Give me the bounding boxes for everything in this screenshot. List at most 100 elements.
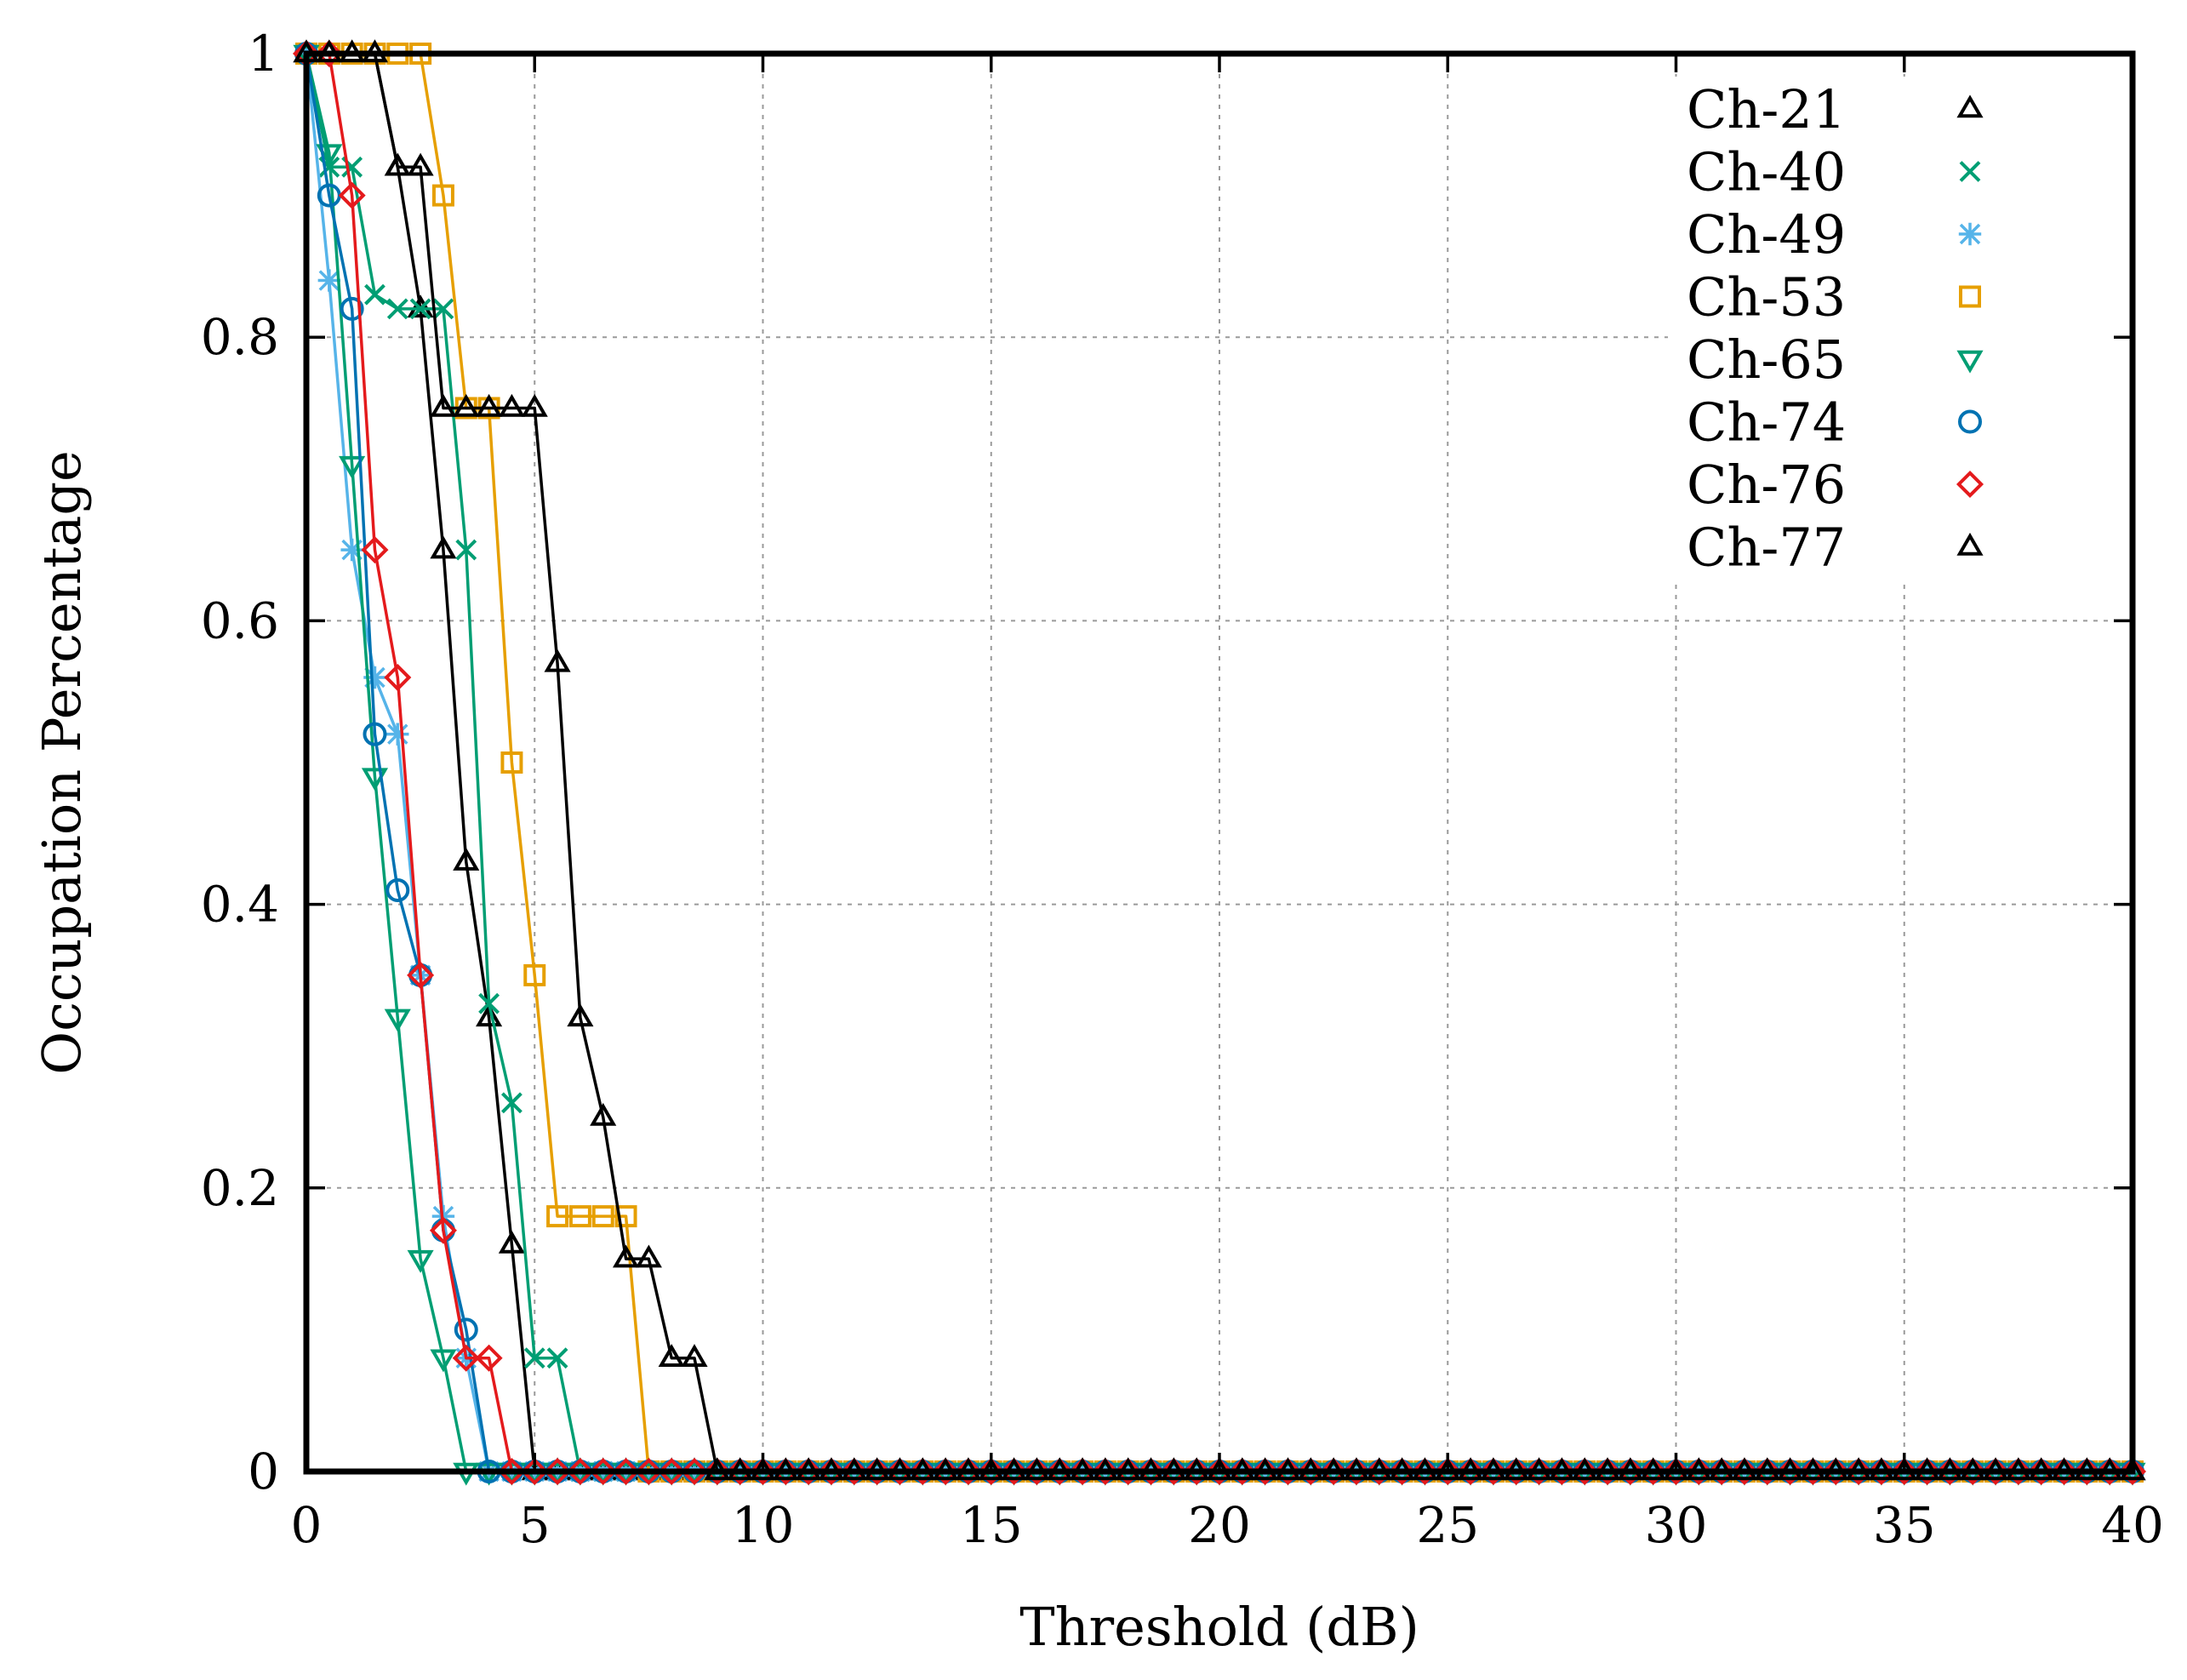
data-point	[1593, 1457, 1622, 1486]
legend-label: Ch-77	[1687, 517, 1846, 579]
data-point	[591, 1205, 614, 1228]
data-point	[1274, 1457, 1302, 1486]
data-point	[384, 1009, 411, 1032]
data-point	[612, 1457, 640, 1486]
data-point	[726, 1457, 754, 1486]
x-tick-label: 5	[519, 1496, 551, 1554]
data-point	[1959, 1457, 1987, 1486]
legend-background	[1668, 77, 2127, 579]
y-tick-label: 0.4	[201, 876, 279, 934]
data-point	[317, 269, 341, 292]
data-point	[1000, 1457, 1028, 1486]
data-point	[1867, 1457, 1895, 1486]
legend-item-ch-77: Ch-77	[1687, 517, 1984, 579]
data-point	[1571, 1457, 1599, 1486]
x-tick-label: 25	[1416, 1496, 1479, 1554]
data-point	[498, 393, 525, 417]
legend-marker	[1956, 532, 1984, 556]
data-point	[340, 296, 364, 321]
x-tick-label: 35	[1873, 1496, 1936, 1554]
data-point	[635, 1457, 663, 1486]
data-point	[886, 1457, 914, 1486]
x-axis-title: Threshold (dB)	[1019, 1596, 1419, 1658]
data-point	[409, 298, 431, 320]
legend-label: Ch-76	[1687, 454, 1846, 516]
data-point	[1708, 1457, 1736, 1486]
data-point	[384, 664, 412, 692]
data-point	[1251, 1457, 1279, 1486]
data-point	[658, 1344, 685, 1367]
data-point	[1616, 1457, 1644, 1486]
data-point	[1091, 1457, 1119, 1486]
data-point	[407, 961, 435, 989]
data-point	[500, 751, 523, 774]
x-tick-label: 40	[2101, 1496, 2164, 1554]
legend-item-ch-49: Ch-49	[1687, 203, 1982, 266]
data-point	[2118, 1457, 2147, 1486]
data-point	[612, 1244, 640, 1268]
data-point	[658, 1457, 686, 1486]
data-point	[589, 1457, 617, 1486]
data-point	[361, 536, 389, 564]
legend-label: Ch-65	[1687, 329, 1846, 391]
data-point	[476, 393, 503, 417]
data-point	[1479, 1457, 1507, 1486]
legend-item-ch-21: Ch-21	[1687, 78, 1984, 140]
data-point	[364, 283, 385, 306]
data-point	[429, 1216, 457, 1244]
data-point	[977, 1457, 1005, 1486]
legend-item-ch-74: Ch-74	[1687, 391, 1982, 454]
data-point	[1753, 1457, 1781, 1486]
legend-marker	[1956, 94, 1984, 118]
data-point	[385, 877, 410, 902]
data-point	[1183, 1457, 1211, 1486]
x-tick-label: 20	[1188, 1496, 1251, 1554]
data-point	[546, 1347, 568, 1369]
data-point	[1548, 1457, 1576, 1486]
data-point	[1685, 1457, 1713, 1486]
legend-marker	[1959, 285, 1981, 308]
data-point	[363, 666, 386, 689]
data-point	[1411, 1457, 1439, 1486]
data-point	[452, 1344, 480, 1372]
data-point	[338, 181, 366, 209]
data-point	[521, 393, 548, 417]
data-point	[544, 1457, 572, 1486]
data-point	[1160, 1457, 1188, 1486]
data-point	[2027, 1457, 2055, 1486]
data-point	[501, 1092, 522, 1114]
y-tick-label: 0.6	[201, 591, 279, 649]
data-point	[590, 1102, 617, 1126]
data-point	[455, 539, 477, 561]
data-point	[1434, 1457, 1462, 1486]
data-point	[407, 152, 434, 176]
legend-label: Ch-49	[1687, 203, 1846, 266]
data-point	[523, 1347, 545, 1369]
data-point	[2073, 1457, 2101, 1486]
data-point	[681, 1344, 708, 1367]
data-point	[1365, 1457, 1393, 1486]
data-point	[363, 722, 387, 746]
data-point	[454, 1317, 478, 1342]
data-point	[1046, 1457, 1074, 1486]
y-tick-label: 0.2	[201, 1159, 279, 1217]
data-point	[1776, 1457, 1804, 1486]
legend-label: Ch-40	[1687, 141, 1846, 203]
data-point	[430, 535, 457, 559]
data-point	[498, 1457, 526, 1486]
data-point	[680, 1457, 709, 1486]
data-point	[407, 1249, 434, 1273]
data-point	[635, 1244, 662, 1268]
data-point	[1205, 1457, 1234, 1486]
data-point	[817, 1457, 846, 1486]
data-point	[431, 184, 454, 207]
data-point	[932, 1457, 960, 1486]
data-point	[909, 1457, 937, 1486]
data-point	[614, 1205, 637, 1228]
data-point	[1114, 1457, 1142, 1486]
data-point	[407, 294, 434, 318]
data-point	[772, 1457, 800, 1486]
